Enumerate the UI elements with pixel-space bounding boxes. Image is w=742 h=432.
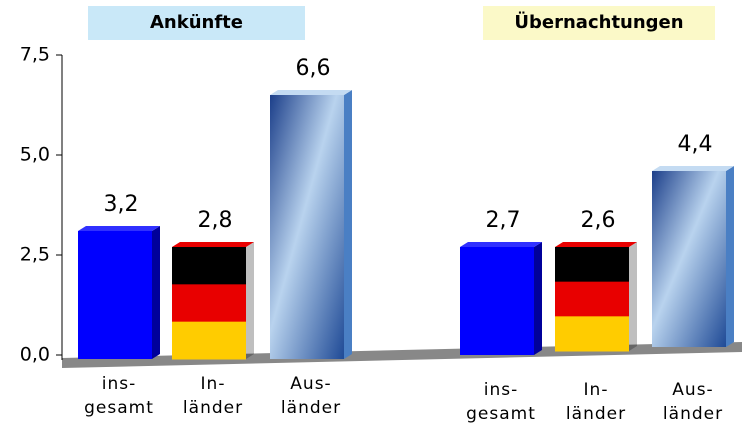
floor [62,342,742,368]
x-tick-label: In- länder [565,380,627,424]
y-tick-label: 2,5 [20,244,50,266]
value-label: 2,7 [486,208,521,233]
x-tick-label: ins- gesamt [466,380,536,424]
value-label: 6,6 [296,56,331,81]
value-label: 4,4 [678,132,713,157]
x-tick-label: In- länder [182,374,244,418]
x-tick-label: Aus- länder [662,380,724,424]
bar [270,90,352,359]
bar [78,226,160,359]
x-tick-label: Aus- länder [280,374,342,418]
x-tick-label: ins- gesamt [84,374,154,418]
bar [460,242,542,355]
bar [555,242,637,352]
group-title: Ankünfte [88,6,305,40]
y-tick-label: 5,0 [20,144,50,166]
y-tick-label: 7,5 [20,44,50,66]
bar [172,242,254,360]
bar [652,166,734,347]
value-label: 2,8 [198,208,233,233]
value-label: 3,2 [104,192,139,217]
group-title: Übernachtungen [483,6,715,40]
value-label: 2,6 [581,208,616,233]
y-tick-label: 0,0 [20,344,50,366]
